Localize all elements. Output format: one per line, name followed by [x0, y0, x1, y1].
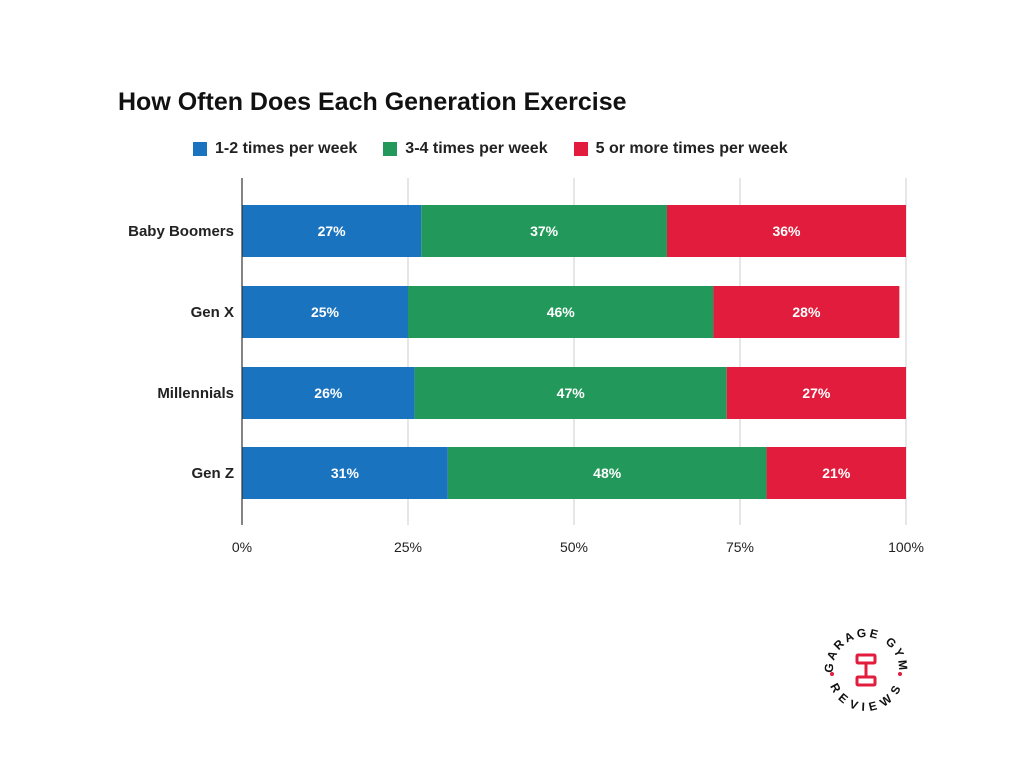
data-label-gen-z-series-0: 31%	[331, 465, 360, 481]
legend-item-5-plus[interactable]: 5 or more times per week	[573, 140, 788, 158]
x-tick-label-100: 100%	[888, 539, 924, 555]
bar-millennials-series-0[interactable]	[242, 367, 415, 419]
bar-millennials-series-1[interactable]	[414, 367, 727, 419]
data-label-millennials-series-0: 26%	[314, 385, 343, 401]
data-label-baby-boomers-series-0: 27%	[318, 223, 347, 239]
bar-gen-z-series-0[interactable]	[242, 447, 448, 499]
bar-millennials-series-2[interactable]	[726, 367, 906, 419]
dumbbell-icon	[855, 653, 877, 687]
stacked-bar-chart: 27% 37% 36% 25% 46% 28% 26% 47% 27% 31% 48% 21% Bab…	[128, 178, 924, 555]
data-label-baby-boomers-series-2: 36%	[772, 223, 801, 239]
bar-baby-boomers-series-0[interactable]	[242, 205, 422, 257]
bar-gen-x-series-1[interactable]	[408, 286, 714, 338]
logo-dot-right	[898, 672, 902, 676]
bars: 27% 37% 36% 25% 46% 28% 26% 47% 27% 31% 48% 21%	[242, 205, 906, 499]
legend-swatch-3-4	[383, 142, 398, 156]
category-label-baby-boomers: Baby Boomers	[128, 223, 234, 240]
garage-gym-reviews-logo: GARAGE GYM REVIEWS	[823, 627, 908, 713]
category-labels: Baby Boomers Gen X Millennials Gen Z	[128, 223, 234, 482]
data-label-gen-x-series-0: 25%	[311, 304, 340, 320]
data-label-gen-x-series-1: 46%	[547, 304, 576, 320]
bar-baby-boomers-series-2[interactable]	[666, 205, 906, 257]
legend-item-1-2[interactable]: 1-2 times per week	[193, 140, 357, 158]
category-label-gen-z: Gen Z	[191, 465, 234, 482]
legend-swatch-5-plus	[573, 142, 588, 156]
bar-baby-boomers-series-1[interactable]	[421, 205, 667, 257]
data-label-baby-boomers-series-1: 37%	[530, 223, 559, 239]
data-label-gen-z-series-1: 48%	[593, 465, 622, 481]
x-tick-labels: 0% 25% 50% 75% 100%	[232, 539, 924, 555]
legend-label-3-4: 3-4 times per week	[405, 140, 548, 157]
data-label-gen-z-series-2: 21%	[822, 465, 851, 481]
legend-item-3-4[interactable]: 3-4 times per week	[383, 140, 548, 158]
data-label-gen-x-series-2: 28%	[792, 304, 821, 320]
x-tick-label-75: 75%	[726, 539, 754, 555]
bar-gen-z-series-1[interactable]	[447, 447, 767, 499]
bar-gen-z-series-2[interactable]	[766, 447, 906, 499]
category-label-millennials: Millennials	[157, 385, 234, 402]
x-tick-label-25: 25%	[394, 539, 422, 555]
category-label-gen-x: Gen X	[191, 304, 234, 321]
legend-swatch-1-2	[193, 142, 207, 156]
bar-gen-x-series-0[interactable]	[242, 286, 408, 338]
bar-gen-x-series-2[interactable]	[713, 286, 900, 338]
data-label-millennials-series-2: 27%	[802, 385, 831, 401]
chart-title: How Often Does Each Generation Exercise	[118, 88, 627, 116]
x-tick-label-0: 0%	[232, 539, 252, 555]
legend-label-5-plus: 5 or more times per week	[595, 140, 788, 157]
legend-label-1-2: 1-2 times per week	[215, 140, 358, 157]
legend: 1-2 times per week 3-4 times per week 5 …	[193, 140, 788, 158]
logo-dot-left	[830, 672, 834, 676]
data-label-millennials-series-1: 47%	[557, 385, 586, 401]
x-tick-label-50: 50%	[560, 539, 588, 555]
